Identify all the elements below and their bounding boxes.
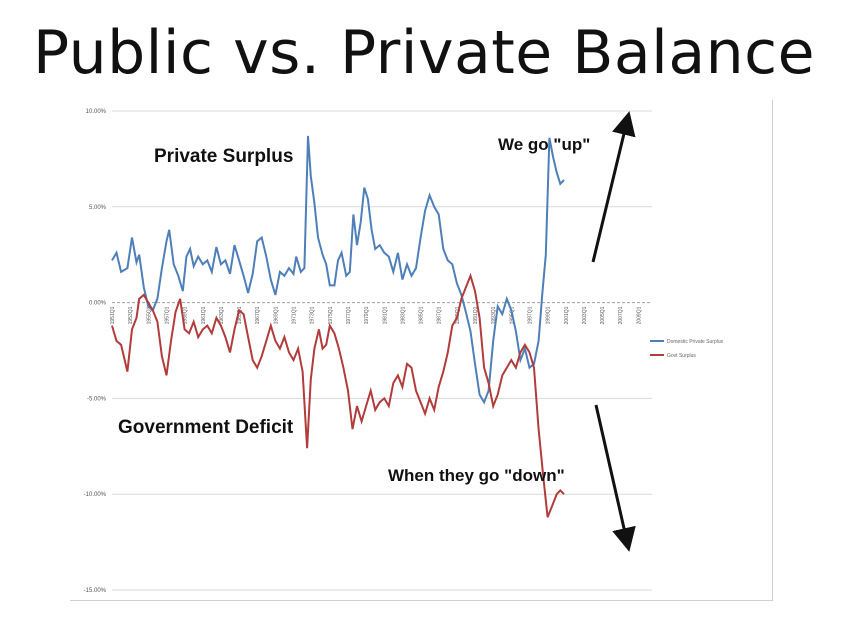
x-tick-label: 1985Q1 — [419, 306, 425, 324]
x-tick-label: 1997Q1 — [527, 306, 533, 324]
x-tick-label: 1975Q1 — [328, 306, 334, 324]
annotation-private-surplus: Private Surplus — [154, 146, 294, 167]
y-tick-label: 0.00% — [89, 301, 107, 307]
x-tick-label: 1959Q1 — [183, 306, 189, 324]
x-tick-label: 1979Q1 — [364, 306, 370, 324]
x-tick-label: 1967Q1 — [255, 306, 261, 324]
arrow-down — [594, 404, 636, 552]
slide-title: Public vs. Private Balance — [32, 18, 816, 88]
arrow-up — [591, 111, 636, 263]
y-tick-label: -15.00% — [84, 588, 107, 594]
x-tick-label: 1991Q1 — [473, 306, 479, 324]
x-tick-label: 1955Q1 — [146, 306, 152, 324]
x-tick-label: 1971Q1 — [292, 306, 298, 324]
x-tick-label: 1969Q1 — [273, 306, 279, 324]
x-tick-labels: 1951Q1 1953Q1 1955Q1 1957Q1 1959Q1 1961Q1 1963… — [110, 306, 642, 324]
x-tick-label: 1981Q1 — [382, 306, 388, 324]
x-tick-label: 1999Q1 — [546, 306, 552, 324]
x-tick-label: 1977Q1 — [346, 306, 352, 324]
x-tick-label: 2005Q1 — [600, 306, 606, 324]
x-tick-label: 2009Q1 — [636, 306, 642, 324]
x-tick-label: 2003Q1 — [582, 306, 588, 324]
x-tick-label: 1953Q1 — [128, 306, 134, 324]
series-line-govt-surplus — [111, 272, 565, 518]
y-tick-label: 5.00% — [89, 205, 107, 211]
x-tick-label: 2001Q1 — [564, 306, 570, 324]
series-line-domestic-private-surplus — [111, 135, 565, 405]
chart-frame — [70, 100, 773, 601]
y-tick-label: 10.00% — [86, 109, 107, 115]
legend-label-govt: Govt Surplus — [667, 353, 696, 359]
x-tick-label: 2007Q1 — [618, 306, 624, 324]
x-tick-label: 1957Q1 — [164, 306, 170, 324]
x-tick-label: 1983Q1 — [400, 306, 406, 324]
x-tick-label: 1951Q1 — [110, 306, 116, 324]
x-tick-label: 1961Q1 — [201, 306, 207, 324]
x-tick-label: 1963Q1 — [219, 306, 225, 324]
x-tick-label: 1965Q1 — [237, 306, 243, 324]
y-tick-labels: 10.00% 5.00% 0.00% -5.00% -10.00% -15.00% — [84, 109, 107, 594]
grid-lines — [112, 110, 652, 591]
y-tick-label: -5.00% — [87, 396, 107, 402]
annotation-government-deficit: Government Deficit — [118, 417, 294, 438]
annotation-when-they-go-down: When they go "down" — [388, 466, 565, 485]
x-tick-label: 1987Q1 — [437, 306, 443, 324]
legend: Domestic Private Surplus Govt Surplus — [650, 339, 724, 359]
legend-label-private: Domestic Private Surplus — [667, 339, 724, 345]
x-tick-label: 1993Q1 — [491, 306, 497, 324]
y-tick-label: -10.00% — [84, 492, 107, 498]
annotation-we-go-up: We go "up" — [498, 135, 591, 154]
x-tick-label: 1973Q1 — [310, 306, 316, 324]
